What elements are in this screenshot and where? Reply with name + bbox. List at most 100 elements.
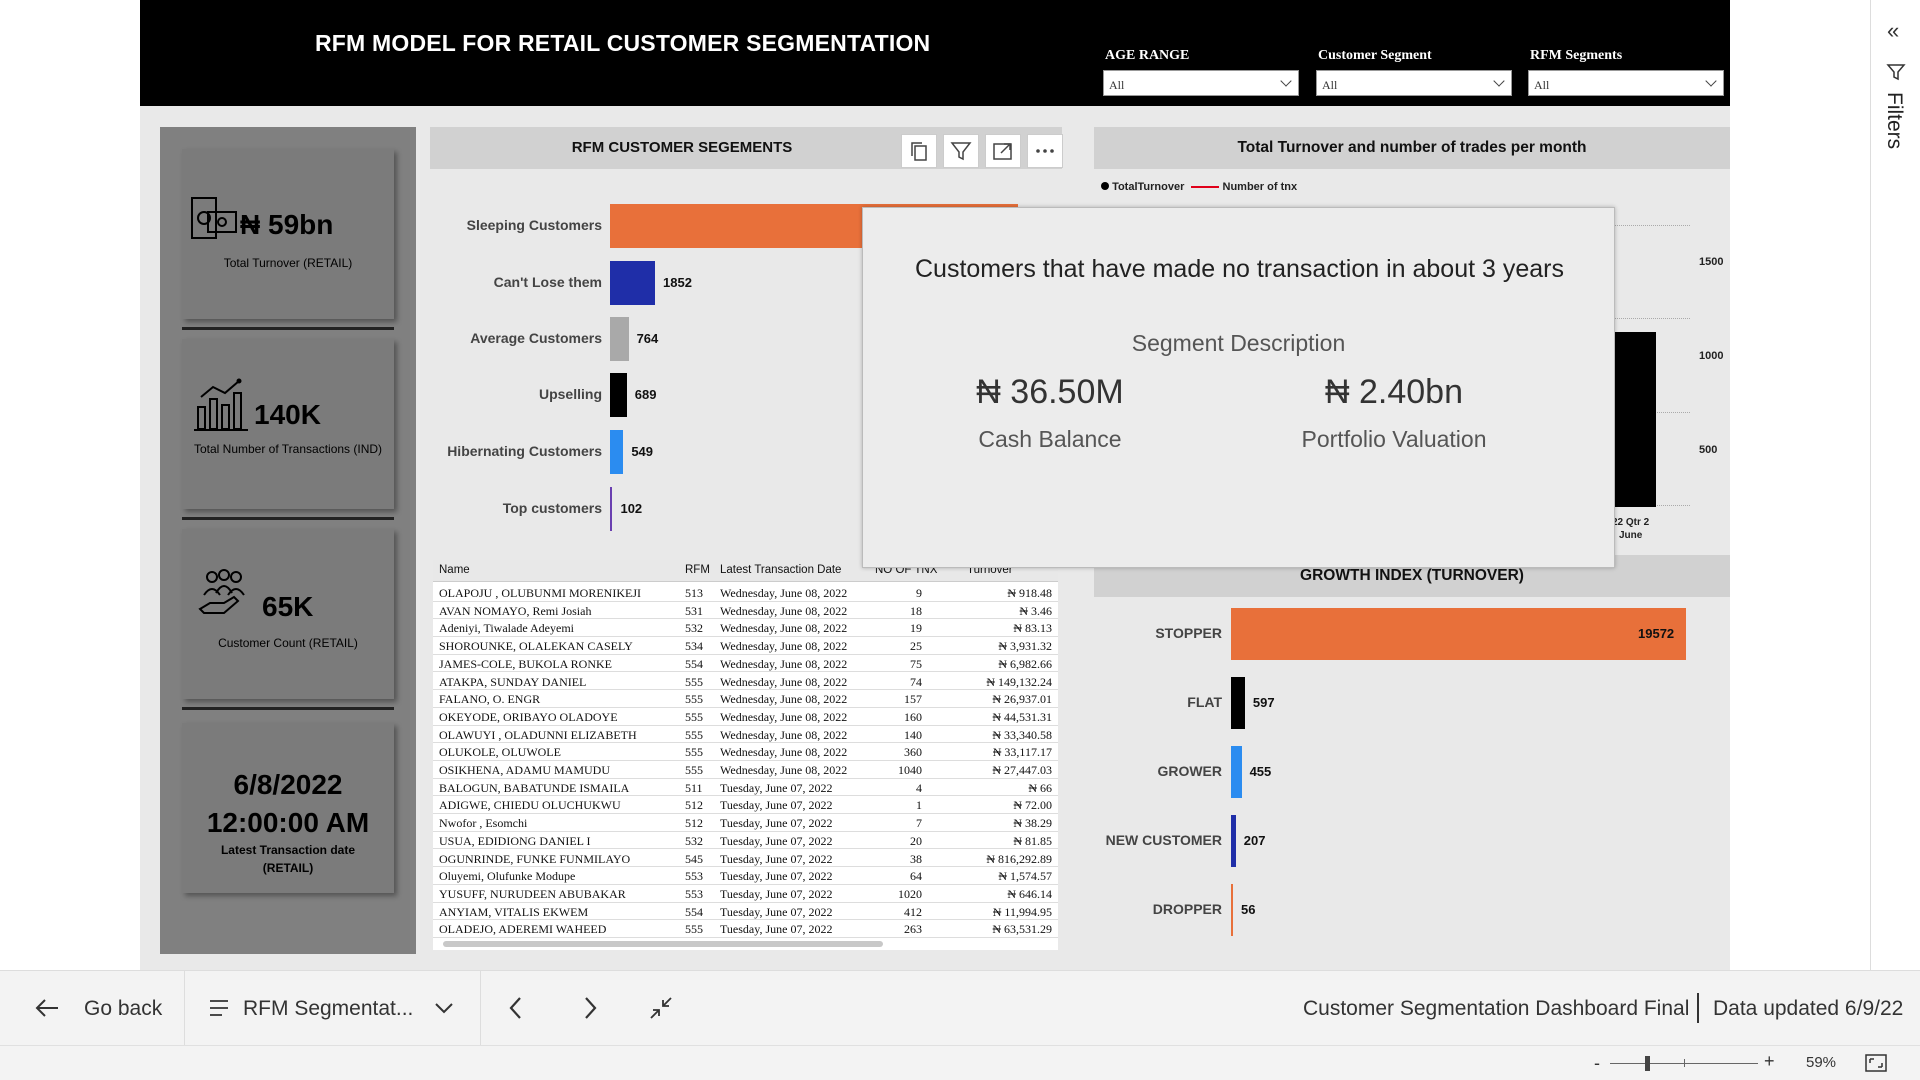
kpi-card-transactions[interactable]: 140K Total Number of Transactions (IND) <box>182 339 394 509</box>
table-row[interactable]: JAMES-COLE, BUKOLA RONKE 554 Wednesday, Ju… <box>433 655 1058 673</box>
pages-list-icon <box>210 1000 228 1016</box>
cell-turnover: ₦ 72.00 <box>1013 798 1052 813</box>
growth-bar[interactable] <box>1231 884 1233 936</box>
cell-tnx: 18 <box>910 603 922 618</box>
segment-label: Sleeping Customers <box>466 217 602 233</box>
filter-visual-button[interactable] <box>943 134 979 168</box>
kpi-card-customers[interactable]: 65K Customer Count (RETAIL) <box>182 529 394 699</box>
collapse-pane-icon[interactable]: « <box>1887 18 1900 43</box>
customer-table[interactable]: Name RFM Latest Transaction Date NO OF T… <box>433 560 1058 950</box>
cell-turnover: ₦ 63,531.29 <box>992 922 1052 937</box>
cell-turnover: ₦ 38.29 <box>1013 816 1052 831</box>
cell-name: FALANO, O. ENGR <box>439 692 541 707</box>
table-row[interactable]: OLUKOLE, OLUWOLE 555 Wednesday, June 08, 2… <box>433 743 1058 761</box>
growth-value: 207 <box>1243 833 1266 848</box>
zoom-out-button[interactable]: - <box>1594 1053 1600 1073</box>
expand-icon <box>993 143 1012 160</box>
table-row[interactable]: OGUNRINDE, FUNKE FUNMILAYO 545 Tuesday, Ju… <box>433 850 1058 868</box>
growth-bar[interactable] <box>1231 608 1686 660</box>
table-row[interactable]: OLADEJO, ADEREMI WAHEED 555 Tuesday, June … <box>433 920 1058 938</box>
table-row[interactable]: OLAWUYI , OLADUNNI ELIZABETH 555 Wednesday… <box>433 726 1058 744</box>
cell-date: Tuesday, June 07, 2022 <box>720 886 833 901</box>
segment-value: 102 <box>620 501 643 516</box>
cell-name: ATAKPA, SUNDAY DANIEL <box>439 674 587 689</box>
cell-rfm: 534 <box>685 639 703 654</box>
filter-label-rfm-segments: RFM Segments <box>1530 48 1623 63</box>
table-row[interactable]: OSIKHENA, ADAMU MAMUDU 555 Wednesday, June… <box>433 761 1058 779</box>
chevron-down-icon <box>435 1003 453 1014</box>
growth-category-label: GROWER <box>1157 763 1222 779</box>
table-row[interactable]: Adeniyi, Tiwalade Adeyemi 532 Wednesday, J… <box>433 619 1058 638</box>
kpi-card-latest-date[interactable]: 6/8/2022 12:00:00 AM Latest Transaction … <box>182 723 394 893</box>
column-header-name[interactable]: Name <box>439 564 470 576</box>
zoom-in-button[interactable]: + <box>1764 1051 1775 1071</box>
table-row[interactable]: USUA, EDIDIONG DANIEL I 532 Tuesday, June … <box>433 832 1058 850</box>
divider <box>1697 993 1699 1023</box>
cell-name: OLADEJO, ADEREMI WAHEED <box>439 922 607 937</box>
cell-date: Tuesday, June 07, 2022 <box>720 851 833 866</box>
more-options-button[interactable] <box>1027 134 1063 168</box>
cell-tnx: 140 <box>904 727 922 742</box>
column-header-rfm[interactable]: RFM <box>685 564 710 576</box>
table-row[interactable]: Oluyemi, Olufunke Modupe 553 Tuesday, June… <box>433 867 1058 885</box>
segment-bar[interactable] <box>610 317 629 361</box>
table-row[interactable]: FALANO, O. ENGR 555 Wednesday, June 08, 20… <box>433 690 1058 708</box>
table-row[interactable]: AVAN NOMAYO, Remi Josiah 531 Wednesday, Ju… <box>433 602 1058 620</box>
segment-bar[interactable] <box>610 430 624 474</box>
kpi-value-transactions: 140K <box>254 399 321 430</box>
column-header-date[interactable]: Latest Transaction Date <box>720 564 842 576</box>
table-row[interactable]: SHOROUNKE, OLALEKAN CASELY 534 Wednesday, … <box>433 637 1058 655</box>
cell-turnover: ₦ 26,937.01 <box>992 692 1052 707</box>
segment-value: 764 <box>636 331 659 346</box>
growth-bar[interactable] <box>1231 746 1242 798</box>
table-row[interactable]: ADIGWE, CHIEDU OLUCHUKWU 512 Tuesday, June… <box>433 796 1058 815</box>
segment-bar[interactable] <box>610 261 655 305</box>
fit-to-page-icon[interactable] <box>1865 1054 1887 1072</box>
table-row[interactable]: OKEYODE, ORIBAYO OLADOYE 555 Wednesday, Ju… <box>433 708 1058 726</box>
customer-segment-dropdown[interactable]: All <box>1316 70 1512 96</box>
copy-visual-button[interactable] <box>901 134 937 168</box>
growth-bar[interactable] <box>1231 677 1245 729</box>
table-row[interactable]: OLAPOJU , OLUBUNMI MORENIKEJI 513 Wednesda… <box>433 584 1058 602</box>
kpi-label-date: Latest Transaction date (RETAIL) <box>220 843 356 875</box>
kpi-value-turnover: ₦ 59bn <box>240 209 334 240</box>
cell-tnx: 20 <box>910 833 922 848</box>
cell-name: OKEYODE, ORIBAYO OLADOYE <box>439 709 618 724</box>
segment-tooltip: Customers that have made no transaction … <box>862 207 1615 568</box>
age-range-dropdown[interactable]: All <box>1103 70 1299 96</box>
cell-rfm: 555 <box>685 727 703 742</box>
page-selector[interactable]: RFM Segmentat... <box>185 971 480 1046</box>
zoom-slider-thumb[interactable] <box>1645 1056 1650 1071</box>
go-back-button[interactable]: Go back <box>0 971 184 1046</box>
kpi-card-turnover[interactable]: ₦ 59bn Total Turnover (RETAIL) <box>182 149 394 319</box>
table-row[interactable]: YUSUFF, NURUDEEN ABUBAKAR 553 Tuesday, Jun… <box>433 885 1058 903</box>
filters-pane-label: Filters <box>1883 92 1906 150</box>
table-row[interactable]: ANYIAM, VITALIS EKWEM 554 Tuesday, June 07… <box>433 903 1058 921</box>
divider <box>182 327 394 330</box>
cell-tnx: 157 <box>904 692 922 707</box>
segment-bar[interactable] <box>610 373 627 417</box>
horizontal-scrollbar[interactable] <box>443 941 883 947</box>
focus-mode-button[interactable] <box>985 134 1021 168</box>
copy-icon <box>911 142 927 161</box>
filters-pane[interactable]: « Filters <box>1870 0 1920 970</box>
table-row[interactable]: ATAKPA, SUNDAY DANIEL 555 Wednesday, June … <box>433 673 1058 691</box>
next-page-icon[interactable] <box>580 995 600 1021</box>
previous-page-icon[interactable] <box>506 995 526 1021</box>
exit-fullscreen-icon[interactable] <box>648 995 674 1021</box>
chevron-down-icon <box>1280 75 1292 87</box>
filter-icon <box>950 142 972 161</box>
kpi-value-time: 12:00:00 AM <box>206 807 370 838</box>
cell-rfm: 531 <box>685 603 703 618</box>
segment-bar[interactable] <box>610 487 613 531</box>
divider <box>480 971 481 1046</box>
cell-tnx: 412 <box>904 904 922 919</box>
age-range-value: All <box>1109 78 1125 92</box>
cell-turnover: ₦ 646.14 <box>1007 886 1052 901</box>
growth-bar[interactable] <box>1231 815 1236 867</box>
rfm-segments-dropdown[interactable]: All <box>1528 70 1724 96</box>
cell-tnx: 4 <box>916 780 922 795</box>
cell-name: USUA, EDIDIONG DANIEL I <box>439 833 591 848</box>
table-row[interactable]: Nwofor , Esomchi 512 Tuesday, June 07, 202… <box>433 814 1058 832</box>
table-row[interactable]: BALOGUN, BABATUNDE ISMAILA 511 Tuesday, Ju… <box>433 779 1058 797</box>
